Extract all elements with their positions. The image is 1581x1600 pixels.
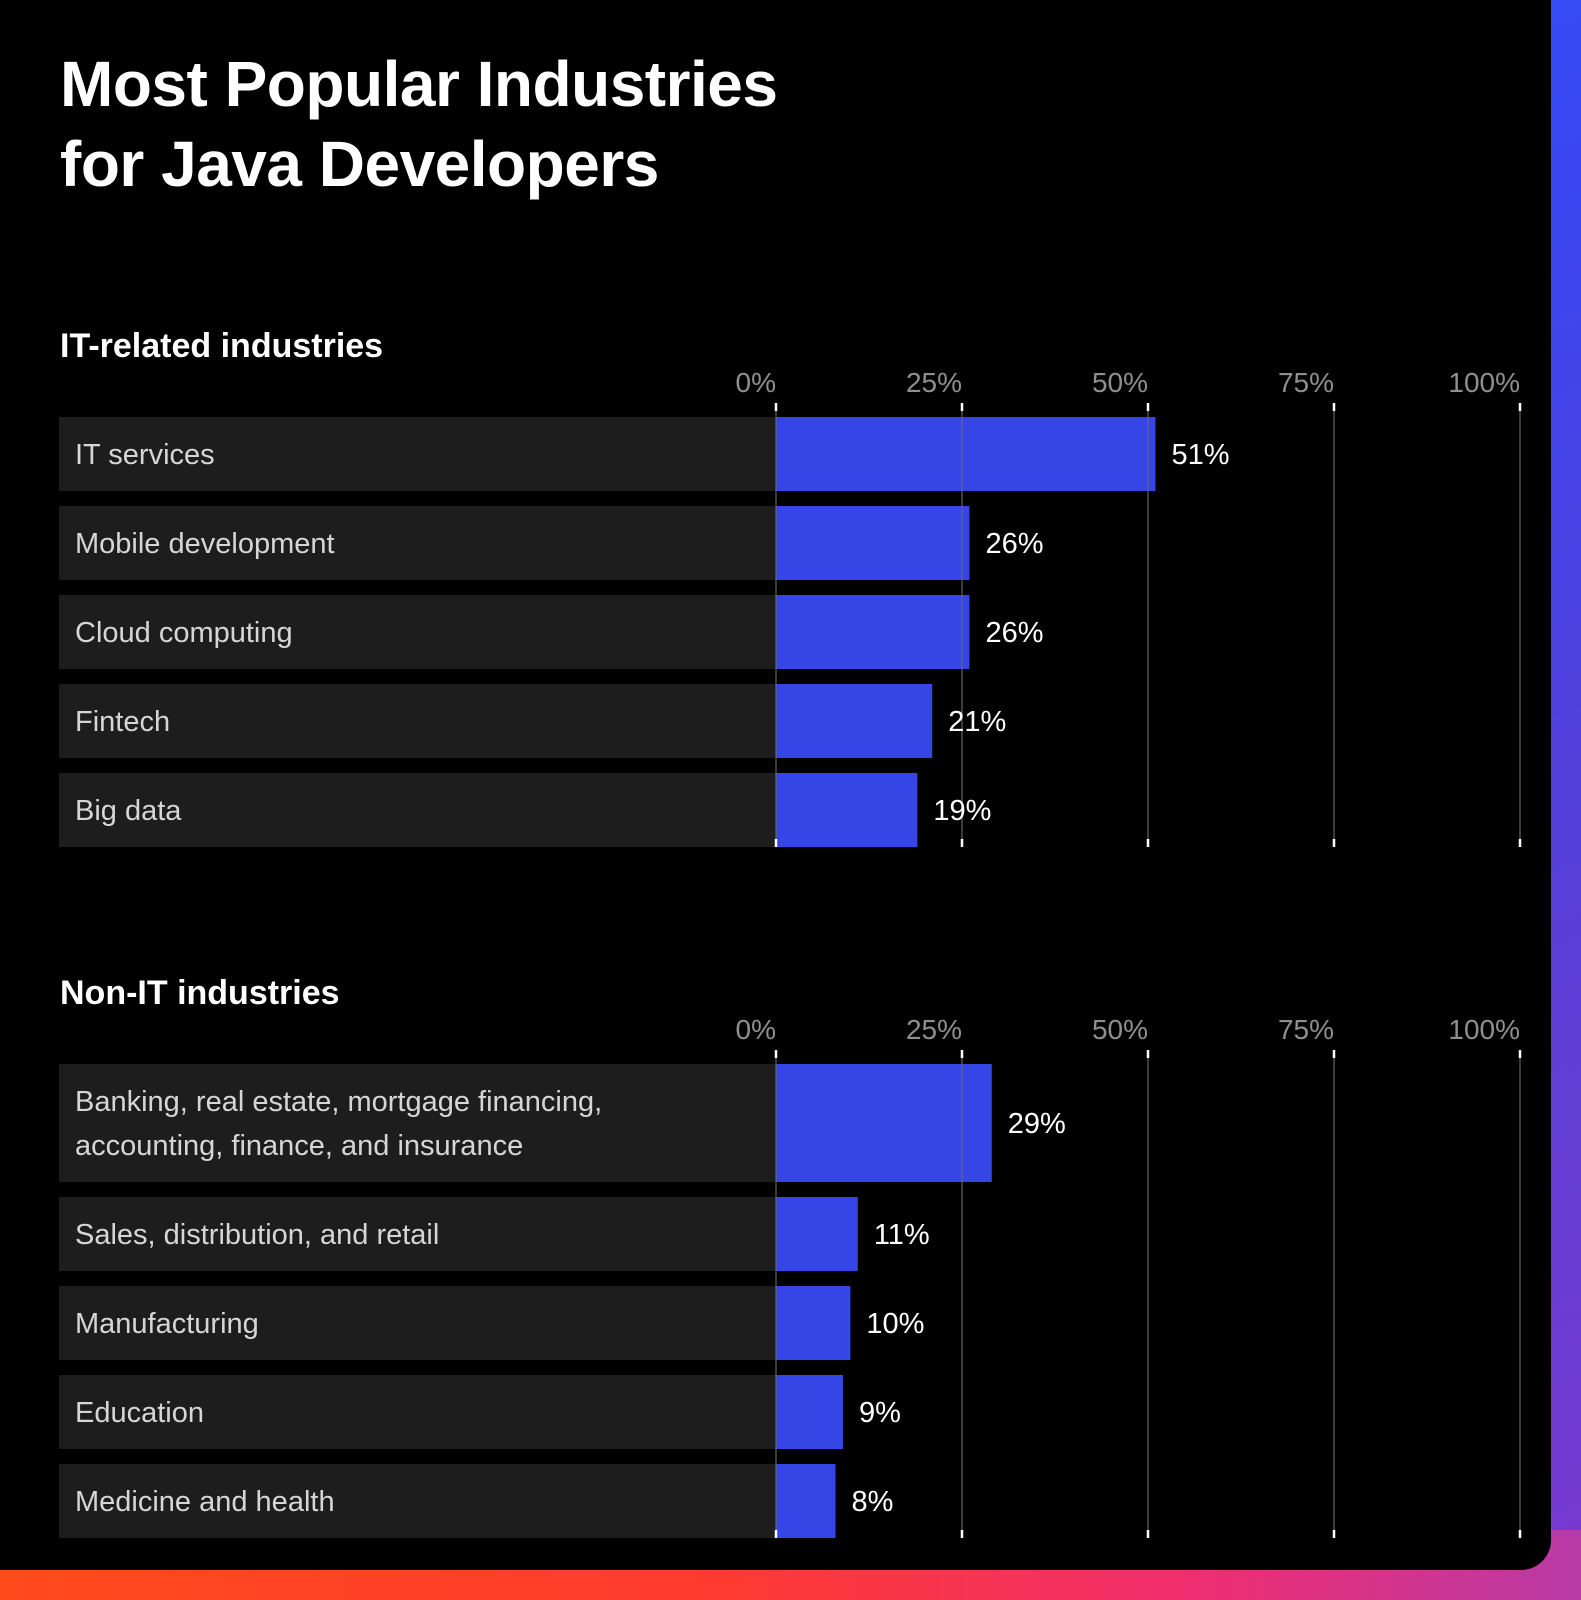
bar	[776, 684, 933, 758]
value-label: 26%	[985, 528, 1043, 560]
category-label: Sales, distribution, and retail	[75, 1219, 439, 1251]
category-label: Big data	[75, 795, 182, 827]
value-label: 8%	[852, 1486, 894, 1518]
x-tick-label: 100%	[1448, 1014, 1520, 1045]
value-label: 29%	[1008, 1108, 1066, 1140]
x-tick-label: 50%	[1092, 367, 1148, 398]
value-label: 9%	[859, 1397, 901, 1429]
category-label: Banking, real estate, mortgage financing…	[75, 1086, 602, 1118]
category-row-bg	[59, 773, 776, 847]
value-label: 11%	[874, 1219, 930, 1251]
category-row-bg	[59, 1197, 776, 1271]
x-tick-label: 0%	[736, 367, 776, 398]
x-tick-label: 75%	[1278, 367, 1334, 398]
bar	[776, 1064, 992, 1182]
chart-it-svg: 0% 25% 50% 75% 100% IT services Mobile develop…	[59, 367, 1522, 847]
category-row-bg	[59, 1286, 776, 1360]
x-tick-label: 75%	[1278, 1014, 1334, 1045]
category-row-bg	[59, 1375, 776, 1449]
value-label: 26%	[985, 617, 1043, 649]
bar	[776, 595, 970, 669]
bar	[776, 417, 1156, 491]
page-title: Most Popular Industries for Java Develop…	[60, 44, 778, 204]
category-label: Medicine and health	[75, 1486, 335, 1518]
bar	[776, 1375, 843, 1449]
title-line: for Java Developers	[60, 128, 659, 200]
category-label: IT services	[75, 439, 215, 471]
bar	[776, 1286, 851, 1360]
chart-non-it: 0% 25% 50% 75% 100% Banking, real estate, mor…	[0, 1012, 1551, 1542]
category-label: Cloud computing	[75, 617, 293, 649]
category-row-bg	[59, 1064, 776, 1182]
category-label: Mobile development	[75, 528, 335, 560]
chart-panel: Most Popular Industries for Java Develop…	[0, 0, 1551, 1570]
x-tick-label: 100%	[1448, 367, 1520, 398]
category-label: Fintech	[75, 706, 170, 738]
category-row-bg	[59, 417, 776, 491]
x-tick-label: 25%	[906, 367, 962, 398]
bar	[776, 506, 970, 580]
chart-it-related: 0% 25% 50% 75% 100% IT services Mobile develop…	[0, 365, 1551, 855]
chart-non-it-svg: 0% 25% 50% 75% 100% Banking, real estate, mor…	[59, 1014, 1522, 1538]
value-label: 21%	[948, 706, 1006, 738]
x-tick-label: 0%	[736, 1014, 776, 1045]
category-label: Education	[75, 1397, 204, 1429]
bar	[776, 1197, 858, 1271]
x-tick-label: 50%	[1092, 1014, 1148, 1045]
category-row-bg	[59, 684, 776, 758]
section-title-non-it: Non-IT industries	[60, 974, 340, 1012]
bar	[776, 1464, 836, 1538]
bar	[776, 773, 918, 847]
category-label: accounting, finance, and insurance	[75, 1130, 523, 1162]
title-line: Most Popular Industries	[60, 48, 778, 120]
section-title-it: IT-related industries	[60, 327, 384, 365]
category-row-bg	[59, 506, 776, 580]
x-tick-label: 25%	[906, 1014, 962, 1045]
category-row-bg	[59, 1464, 776, 1538]
category-label: Manufacturing	[75, 1308, 259, 1340]
value-label: 10%	[866, 1308, 924, 1340]
value-label: 19%	[933, 795, 991, 827]
category-row-bg	[59, 595, 776, 669]
value-label: 51%	[1171, 439, 1229, 471]
